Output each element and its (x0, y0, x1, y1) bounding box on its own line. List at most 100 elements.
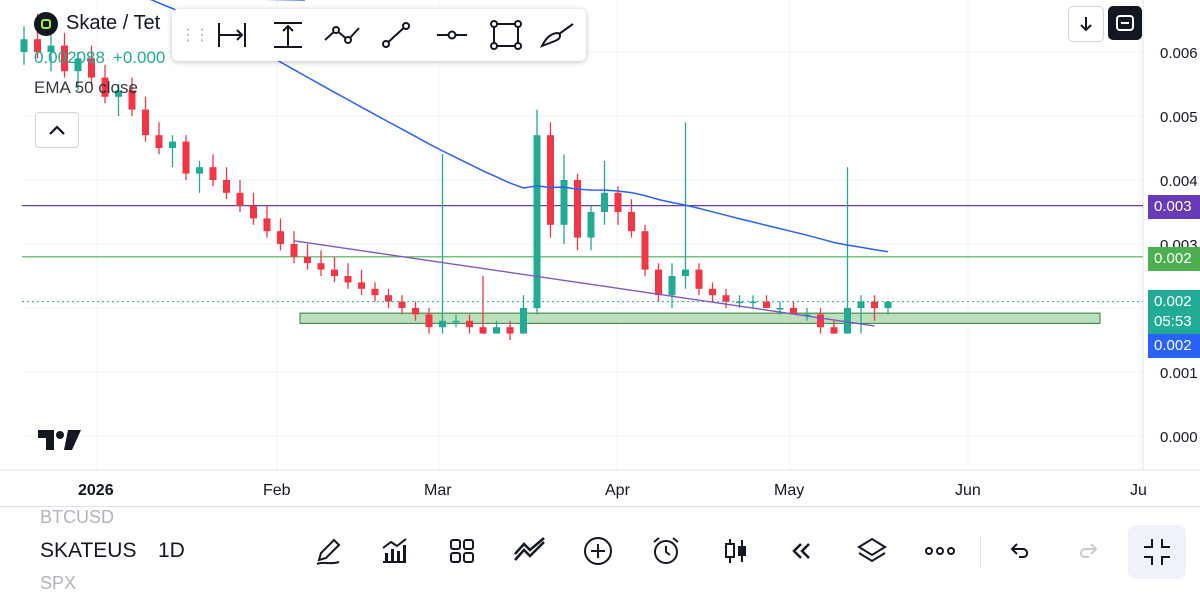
rectangle-icon[interactable] (486, 19, 526, 51)
scroll-to-latest-button[interactable] (1068, 6, 1104, 42)
descending-trend-line[interactable] (293, 240, 875, 327)
candle (547, 122, 554, 238)
trend-line[interactable] (293, 240, 875, 327)
candle (668, 263, 676, 308)
price-axis-label: 0.000 (1160, 429, 1198, 446)
date-range-icon[interactable] (212, 19, 252, 51)
ema-indicator-label[interactable]: EMA 50 close (34, 78, 138, 97)
candle (74, 52, 82, 91)
last-price-tag: 0.002 05:53 (1148, 290, 1200, 334)
candle (614, 186, 622, 225)
candle-body (695, 269, 703, 289)
candle-body (358, 282, 365, 289)
candle-body (169, 141, 176, 148)
fullscreen-button[interactable] (1108, 6, 1142, 40)
candle-body (641, 231, 649, 270)
candle-body (209, 167, 217, 180)
candle-body (655, 269, 662, 296)
candle (763, 295, 770, 308)
candle-body (236, 192, 244, 206)
candle-body (317, 263, 325, 270)
price-chart[interactable]: 0.006 0.005 0.004 0.003 0.001 0.000 (0, 0, 1200, 506)
interval-selector[interactable]: 1D (158, 539, 185, 562)
candle (263, 205, 271, 238)
candle-body (304, 256, 311, 264)
ema-price-tag: 0.002 (1148, 334, 1200, 358)
tradingview-logo-icon[interactable] (38, 428, 82, 457)
candle (398, 295, 406, 315)
more-icon[interactable] (920, 533, 960, 569)
toolbar-divider (980, 535, 981, 567)
add-icon[interactable] (578, 533, 618, 569)
candle-body (668, 276, 676, 296)
drag-handle-icon[interactable]: ⋮⋮ (180, 27, 210, 44)
candle (695, 263, 703, 296)
time-axis-label: May (774, 482, 805, 499)
candle (358, 269, 365, 296)
brush-icon[interactable] (538, 19, 578, 51)
candle-body (533, 135, 541, 308)
arrow-down-icon (1080, 17, 1092, 32)
candle-body (844, 308, 851, 334)
candle (830, 320, 838, 334)
candle (871, 295, 878, 321)
candle-body (331, 269, 338, 276)
support-zone-rectangle[interactable] (299, 312, 1101, 324)
candle (142, 96, 149, 142)
candle-body (857, 301, 865, 308)
replay-icon[interactable] (782, 533, 822, 569)
candle (439, 154, 446, 334)
candle-body (479, 327, 487, 334)
candle (196, 160, 203, 193)
candle-body (34, 39, 41, 52)
support-zone[interactable] (299, 312, 1101, 324)
collapse-legend-button[interactable] (35, 112, 79, 148)
candle (304, 244, 311, 270)
chevron-up-icon (49, 125, 65, 135)
symbol-current[interactable]: SKATEUS (40, 539, 137, 562)
trend-line-icon[interactable] (376, 19, 416, 51)
candle-body (884, 301, 892, 308)
candle (250, 192, 257, 225)
candle (479, 276, 487, 334)
candle (290, 231, 298, 264)
symbol-next[interactable]: SPX (40, 573, 77, 593)
candle (317, 250, 325, 276)
candle-body (250, 205, 257, 219)
candle (223, 167, 230, 200)
symbol-prev[interactable]: BTCUSD (40, 507, 115, 527)
layouts-icon[interactable] (442, 533, 482, 569)
candle-body (398, 301, 406, 308)
candle (425, 308, 433, 334)
candle (209, 154, 217, 187)
undo-icon[interactable] (1000, 533, 1040, 569)
candle-body (628, 212, 635, 232)
exit-fullscreen-button[interactable] (1128, 525, 1186, 579)
price-change: +0.000 (112, 48, 166, 67)
horizontal-levels[interactable] (22, 205, 1143, 258)
indicators-icon[interactable] (374, 533, 414, 569)
candle (533, 109, 541, 315)
compare-icon[interactable] (510, 533, 550, 569)
pencil-icon[interactable] (308, 533, 348, 569)
candle-body (466, 320, 473, 328)
candle (155, 122, 163, 155)
candle-body (709, 288, 716, 296)
price-range-icon[interactable] (268, 19, 308, 51)
candle-body (452, 320, 460, 323)
layers-icon[interactable] (852, 533, 892, 569)
candles-icon[interactable] (716, 533, 756, 569)
candle-body (776, 308, 784, 310)
path-icon[interactable] (322, 19, 362, 51)
candle (601, 160, 608, 225)
redo-icon[interactable] (1068, 533, 1108, 569)
alert-icon[interactable] (646, 533, 686, 569)
candle-body (115, 90, 122, 97)
candle-body (182, 141, 190, 174)
candle-body (736, 301, 743, 304)
horizontal-ray-icon[interactable] (432, 19, 472, 51)
candle (884, 301, 892, 315)
candle (101, 64, 109, 104)
candle (560, 154, 568, 244)
